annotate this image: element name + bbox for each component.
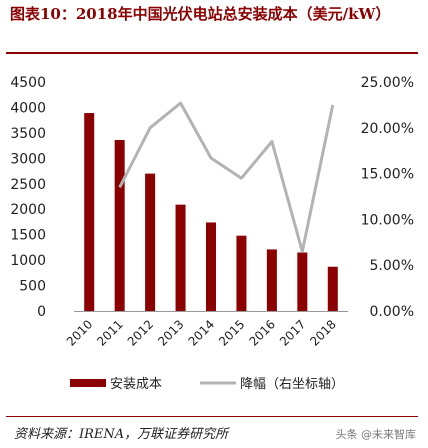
x-tick-label: 2013 [155, 317, 186, 348]
bar-2010 [84, 113, 95, 311]
line-series-decline [118, 101, 335, 253]
bar-2016 [266, 249, 277, 311]
bar-2011 [114, 140, 125, 311]
bar-2013 [175, 204, 186, 311]
legend-swatch-bar [70, 379, 106, 387]
bar-2018 [327, 266, 338, 311]
title-divider [6, 52, 418, 54]
y-left-tick-label: 500 [19, 279, 46, 295]
y-left-tick-label: 4000 [10, 100, 46, 116]
x-tick-label: 2018 [307, 317, 338, 348]
bar-2014 [206, 222, 216, 311]
y-left-tick-label: 1000 [10, 253, 46, 269]
source-divider [6, 416, 418, 417]
y-left-tick-label: 3000 [10, 151, 46, 167]
chart: 0 500 1000 1500 2000 2500 3000 3500 4000 4500 0.00… [10, 75, 414, 392]
y-left-tick-label: 1500 [10, 228, 46, 244]
bar-2017 [297, 252, 308, 311]
x-tick-label: 2016 [247, 317, 278, 348]
x-tick-label: 2012 [125, 317, 156, 348]
x-tick-label: 2011 [94, 317, 125, 348]
y-right-tick-label: 25.00% [361, 75, 414, 91]
bar-2012 [145, 173, 156, 311]
x-tick-label: 2017 [277, 317, 308, 348]
bar-2015 [236, 235, 247, 311]
legend-label-line: 降幅（右坐标轴） [240, 377, 344, 392]
y-right-tick-label: 0.00% [370, 304, 414, 320]
y-right-tick-label: 5.00% [370, 258, 414, 274]
y-left-tick-label: 2500 [10, 177, 46, 193]
y-right-tick-label: 10.00% [361, 212, 414, 228]
y-left-tick-label: 0 [37, 304, 46, 320]
source-note: 资料来源：IRENA，万联证券研究所 [14, 427, 229, 442]
y-left-tick-label: 2000 [10, 202, 46, 218]
y-left-tick-label: 3500 [10, 126, 46, 142]
y-left-tick-label: 4500 [10, 75, 46, 91]
chart-title: 图表10：2018年中国光伏电站总安装成本（美元/kW） [10, 5, 391, 23]
x-tick-label: 2014 [186, 317, 217, 348]
x-tick-label: 2015 [216, 317, 247, 348]
y-right-tick-label: 20.00% [361, 121, 414, 137]
legend-label-bar: 安装成本 [110, 377, 162, 392]
y-right-tick-label: 15.00% [361, 167, 414, 183]
x-tick-label: 2010 [64, 317, 95, 348]
watermark: 头条 @未来智库 [335, 428, 417, 441]
